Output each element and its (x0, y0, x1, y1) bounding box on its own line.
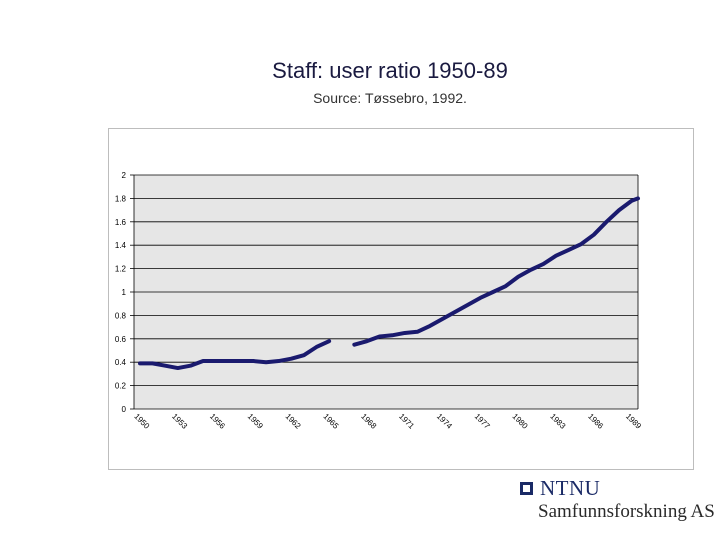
logo-name: NTNU (540, 476, 601, 500)
y-tick-label: 1 (122, 288, 127, 297)
y-tick-label: 2 (122, 171, 127, 180)
y-tick-label: 1.2 (115, 265, 127, 274)
x-tick-label: 1956 (208, 412, 227, 431)
series-line (352, 196, 640, 347)
y-tick-label: 0 (122, 405, 127, 414)
x-tick-label: 1953 (170, 412, 189, 431)
y-axis-ticks: 0 0.2 0.4 0.6 0.8 1 1.2 1.4 1.6 1.8 2 (115, 171, 134, 414)
x-tick-label: 1959 (246, 412, 265, 431)
x-axis-ticks: 1950 1953 1956 1959 1962 1965 1968 1971 1974 1977… (132, 412, 643, 431)
logo-subtitle: Samfunnsforskning AS (538, 501, 715, 522)
y-tick-label: 1.6 (115, 218, 127, 227)
x-tick-label: 1971 (397, 412, 416, 431)
slide-title: Staff: user ratio 1950-89 (272, 58, 508, 83)
ntnu-logo: NTNU Samfunnsforskning AS (520, 476, 720, 540)
y-tick-label: 0.8 (115, 311, 127, 320)
x-tick-label: 1977 (473, 412, 492, 431)
x-tick-label: 1974 (435, 412, 454, 431)
data-series (138, 196, 640, 371)
y-tick-label: 1.4 (115, 241, 127, 250)
x-tick-label: 1980 (511, 412, 530, 431)
x-tick-label: 1965 (321, 412, 340, 431)
slide-subtitle: Source: Tøssebro, 1992. (313, 90, 467, 106)
x-tick-label: 1950 (132, 412, 151, 431)
x-tick-label: 1986 (586, 412, 605, 431)
y-tick-label: 0.4 (115, 358, 127, 367)
x-tick-label: 1983 (548, 412, 567, 431)
ntnu-square-icon (520, 482, 533, 495)
x-tick-label: 1968 (359, 412, 378, 431)
y-tick-label: 0.2 (115, 382, 127, 391)
series-line (138, 339, 332, 371)
y-tick-label: 0.6 (115, 335, 127, 344)
y-tick-label: 1.8 (115, 194, 127, 203)
x-tick-label: 1989 (624, 412, 643, 431)
gridlines (133, 174, 639, 410)
x-tick-label: 1962 (284, 412, 303, 431)
